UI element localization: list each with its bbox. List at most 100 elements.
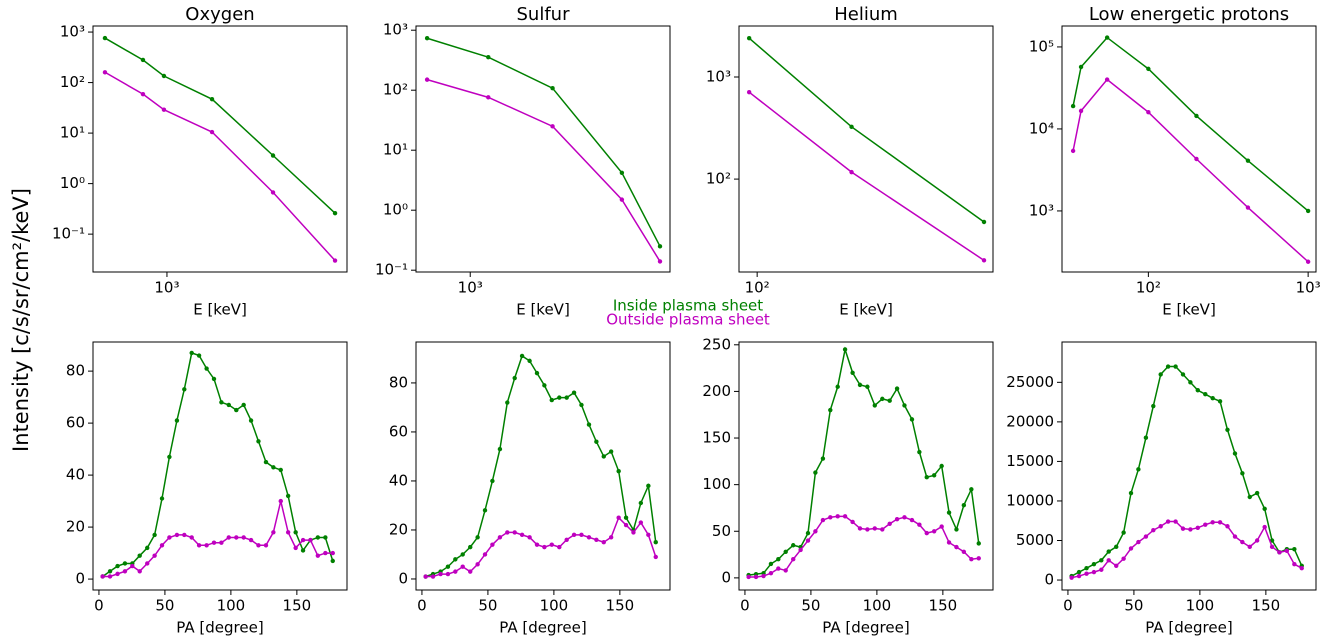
x-tick-label: 100 xyxy=(217,597,246,615)
data-point xyxy=(946,540,952,545)
data-point xyxy=(969,487,974,492)
y-tick-label: 50 xyxy=(712,522,731,540)
data-point xyxy=(308,537,313,543)
data-point xyxy=(241,535,246,540)
data-point xyxy=(850,519,855,525)
data-point xyxy=(1128,546,1134,551)
series-line xyxy=(104,37,336,214)
data-point xyxy=(550,124,555,129)
data-point xyxy=(1070,148,1076,154)
plot-frame xyxy=(92,341,348,591)
data-point xyxy=(1240,471,1245,476)
x-axis-label: E [keV] xyxy=(839,301,893,319)
data-point xyxy=(954,527,959,532)
x-axis-label: E [keV] xyxy=(1162,301,1216,319)
data-point xyxy=(1194,156,1199,162)
x-tick-label: 150 xyxy=(929,597,958,615)
data-point xyxy=(1210,395,1215,401)
data-point xyxy=(1158,372,1163,377)
data-point xyxy=(330,558,335,564)
data-point xyxy=(107,574,113,579)
legend-entry: Inside plasma sheet xyxy=(613,297,763,315)
data-point xyxy=(122,561,128,566)
data-point xyxy=(209,96,215,102)
y-tick-label: 10⁵ xyxy=(1029,37,1054,55)
data-point xyxy=(482,552,488,557)
data-point xyxy=(323,550,328,556)
data-point xyxy=(234,535,239,540)
y-tick-label: 10000 xyxy=(1006,491,1054,509)
data-point xyxy=(1084,571,1089,576)
data-point xyxy=(791,557,796,562)
data-point xyxy=(1104,35,1110,40)
data-point xyxy=(880,527,885,532)
data-point xyxy=(1232,451,1238,456)
data-point xyxy=(939,463,944,469)
y-tick-label: 5000 xyxy=(1016,531,1054,549)
data-point xyxy=(152,553,157,558)
data-point xyxy=(594,439,599,444)
data-point xyxy=(1284,548,1290,553)
data-point xyxy=(981,258,987,263)
y-tick-label: 0 xyxy=(398,569,408,587)
plot-frame xyxy=(415,25,671,273)
y-tick-label: 10⁰ xyxy=(60,174,85,192)
data-point xyxy=(475,535,480,540)
data-point xyxy=(490,478,495,484)
data-point xyxy=(1136,467,1141,472)
data-point xyxy=(300,548,306,553)
data-point xyxy=(278,498,283,504)
data-point xyxy=(174,418,180,423)
data-point xyxy=(550,85,555,91)
data-point xyxy=(330,550,335,556)
data-point xyxy=(549,397,554,403)
x-tick-label: 150 xyxy=(606,597,635,615)
data-point xyxy=(917,449,922,455)
data-point xyxy=(557,544,562,550)
data-point xyxy=(842,514,848,519)
data-point xyxy=(1262,524,1267,530)
data-point xyxy=(130,563,135,569)
data-point xyxy=(285,493,291,499)
x-tick-label: 0 xyxy=(94,597,104,615)
data-point xyxy=(835,384,840,389)
data-point xyxy=(204,366,209,371)
legend-entry: Outside plasma sheet xyxy=(606,311,770,329)
data-point xyxy=(315,535,321,540)
data-point xyxy=(1254,490,1260,496)
data-point xyxy=(850,370,855,375)
data-point xyxy=(226,402,231,408)
y-axis-label: Intensity [c/s/sr/cm²/keV] xyxy=(9,188,33,452)
y-tick-label: 10⁴ xyxy=(1029,119,1054,137)
x-tick-label: 100 xyxy=(1186,597,1215,615)
data-point xyxy=(549,542,554,547)
x-tick-label: 100 xyxy=(863,597,892,615)
data-point xyxy=(902,515,907,520)
data-point xyxy=(256,439,261,444)
data-point xyxy=(768,561,774,567)
subplot-title: Helium xyxy=(834,4,898,25)
data-point xyxy=(1173,519,1178,524)
data-point xyxy=(1076,569,1082,575)
y-tick-label: 25000 xyxy=(1006,373,1054,391)
data-point xyxy=(1158,524,1163,529)
data-point xyxy=(1151,528,1156,533)
data-point xyxy=(445,571,451,577)
data-point xyxy=(820,456,826,461)
data-point xyxy=(981,219,987,225)
data-point xyxy=(482,508,488,513)
data-point xyxy=(1232,534,1238,539)
y-tick-label: 20 xyxy=(66,518,85,536)
data-point xyxy=(638,500,644,506)
data-point xyxy=(657,244,663,249)
plot-frame xyxy=(738,341,994,591)
x-tick-label: 10³ xyxy=(458,279,483,297)
x-axis-label: PA [degree] xyxy=(499,619,586,637)
data-point xyxy=(849,169,854,175)
data-point xyxy=(505,530,510,535)
data-point xyxy=(601,540,606,545)
data-point xyxy=(519,353,525,359)
data-point xyxy=(542,383,547,388)
data-point xyxy=(1136,539,1141,545)
data-point xyxy=(931,473,937,478)
